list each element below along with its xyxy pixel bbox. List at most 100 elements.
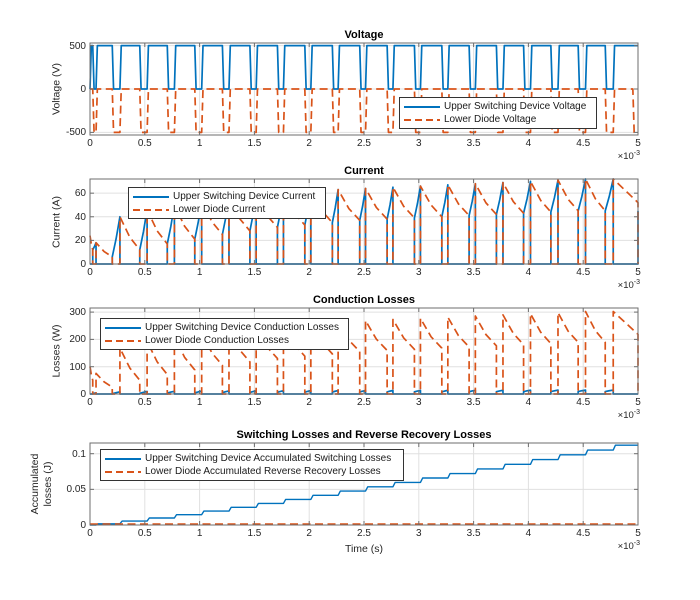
x-tick-label: 3.5 xyxy=(466,397,481,408)
y-tick-label: 0 xyxy=(80,259,86,270)
legend-entry: Lower Diode Voltage xyxy=(400,113,592,126)
plot1-title: Voltage xyxy=(344,29,384,41)
dashed-line-sample xyxy=(105,339,141,342)
x-tick-label: 2 xyxy=(306,138,312,149)
legend-plot4: Upper Switching Device Accumulated Switc… xyxy=(100,449,404,481)
y-tick-label: 0.05 xyxy=(66,484,86,496)
legend-label: Upper Switching Device Voltage xyxy=(444,101,587,112)
legend-label: Upper Switching Device Conduction Losses xyxy=(145,322,339,333)
dashed-line-sample xyxy=(133,208,169,211)
y-tick-label: 100 xyxy=(69,361,86,373)
x-tick-label: 0 xyxy=(87,397,93,408)
x-tick-label: 0 xyxy=(87,267,93,278)
solid-line-sample xyxy=(105,457,141,460)
x-tick-label: 4.5 xyxy=(576,528,591,539)
legend-entry: Upper Switching Device Conduction Losses xyxy=(101,321,344,334)
x-tick-label: 4.5 xyxy=(576,267,591,278)
dashed-line-sample xyxy=(404,118,440,121)
x-tick-label: 4.5 xyxy=(576,138,591,149)
x-tick-label: 0 xyxy=(87,138,93,149)
legend-label: Lower Diode Voltage xyxy=(444,114,537,125)
y-tick-label: 0 xyxy=(80,84,86,95)
x-tick-label: 3.5 xyxy=(466,138,481,149)
legend-entry: Upper Switching Device Current xyxy=(129,190,321,203)
y-tick-label: 40 xyxy=(74,211,86,223)
x-tick-label: 1 xyxy=(196,267,203,278)
x-tick-label: 2 xyxy=(306,397,312,408)
series-voltage-upper xyxy=(89,44,638,90)
x-tick-label: 2 xyxy=(306,267,312,278)
x-tick-label: 2.5 xyxy=(357,397,371,408)
y-tick-label: 0 xyxy=(80,520,86,531)
x-tick-label: 1 xyxy=(196,138,203,149)
x-tick-label: 5 xyxy=(635,528,641,539)
series-acc-switch xyxy=(90,444,638,526)
x-axis-label: Time (s) xyxy=(344,543,384,555)
x-tick-label: 3.5 xyxy=(466,267,481,278)
x-tick-label: 5 xyxy=(635,397,641,408)
x-tick-label: 1 xyxy=(196,528,203,539)
x-exponent-3: ×10-3 xyxy=(617,409,640,422)
plot2-title: Current xyxy=(344,165,384,177)
x-tick-label: 3 xyxy=(416,528,422,539)
plot4-title: Switching Losses and Reverse Recovery Lo… xyxy=(236,429,492,441)
x-tick-label: 0.5 xyxy=(137,397,152,408)
x-tick-label: 4.5 xyxy=(576,397,591,408)
x-tick-label: 2.5 xyxy=(357,267,371,278)
legend-label: Lower Diode Conduction Losses xyxy=(145,335,289,346)
legend-entry: Upper Switching Device Voltage xyxy=(400,100,592,113)
y-tick-label: 60 xyxy=(74,188,86,200)
legend-entry: Lower Diode Accumulated Reverse Recovery… xyxy=(101,465,399,478)
legend-entry: Lower Diode Conduction Losses xyxy=(101,334,344,347)
legend-label: Upper Switching Device Current xyxy=(173,191,316,202)
x-tick-label: 1.5 xyxy=(247,267,262,278)
x-tick-label: 0 xyxy=(87,528,93,539)
y-tick-label: -500 xyxy=(65,127,86,139)
x-tick-label: 4 xyxy=(525,528,532,539)
y-tick-label: 0 xyxy=(80,389,86,400)
y-tick-label: 300 xyxy=(69,307,86,319)
solid-line-sample xyxy=(105,326,141,329)
x-tick-label: 1.5 xyxy=(247,397,262,408)
legend-plot2: Upper Switching Device Current Lower Diod… xyxy=(128,187,326,219)
dashed-line-sample xyxy=(105,470,141,473)
series-voltage-lower xyxy=(90,88,638,134)
x-tick-label: 3 xyxy=(416,267,422,278)
solid-line-sample xyxy=(404,105,440,108)
x-tick-label: 4 xyxy=(525,267,532,278)
x-tick-label: 1 xyxy=(196,397,203,408)
legend-label: Lower Diode Accumulated Reverse Recovery… xyxy=(145,466,381,477)
x-exponent-4: ×10-3 xyxy=(617,540,640,553)
plot3-title: Conduction Losses xyxy=(312,294,416,306)
x-tick-label: 3 xyxy=(416,397,422,408)
y-tick-label: 20 xyxy=(74,235,86,247)
legend-label: Lower Diode Current xyxy=(173,204,266,215)
series-current-diode xyxy=(89,178,639,265)
x-tick-label: 2 xyxy=(306,528,312,539)
x-tick-label: 4 xyxy=(525,397,532,408)
y-tick-label: 0.1 xyxy=(72,448,86,460)
x-tick-label: 5 xyxy=(635,138,641,149)
legend-plot3: Upper Switching Device Conduction Losses… xyxy=(100,318,349,350)
x-tick-label: 0.5 xyxy=(137,267,152,278)
x-tick-label: 2.5 xyxy=(357,528,371,539)
x-tick-label: 3.5 xyxy=(466,528,481,539)
x-exponent-1: ×10-3 xyxy=(617,150,640,163)
x-tick-label: 2.5 xyxy=(357,138,371,149)
x-exponent-2: ×10-3 xyxy=(617,279,640,292)
y-tick-label: 200 xyxy=(69,334,86,346)
x-tick-label: 5 xyxy=(635,267,641,278)
x-tick-label: 4 xyxy=(525,138,532,149)
x-tick-label: 0.5 xyxy=(137,138,152,149)
y-tick-label: 500 xyxy=(69,40,86,52)
x-tick-label: 1.5 xyxy=(247,528,262,539)
x-tick-label: 1.5 xyxy=(247,138,262,149)
legend-entry: Upper Switching Device Accumulated Switc… xyxy=(101,452,399,465)
legend-label: Upper Switching Device Accumulated Switc… xyxy=(145,453,392,464)
solid-line-sample xyxy=(133,195,169,198)
x-tick-label: 0.5 xyxy=(137,528,152,539)
legend-entry: Lower Diode Current xyxy=(129,203,321,216)
x-tick-label: 3 xyxy=(416,138,422,149)
